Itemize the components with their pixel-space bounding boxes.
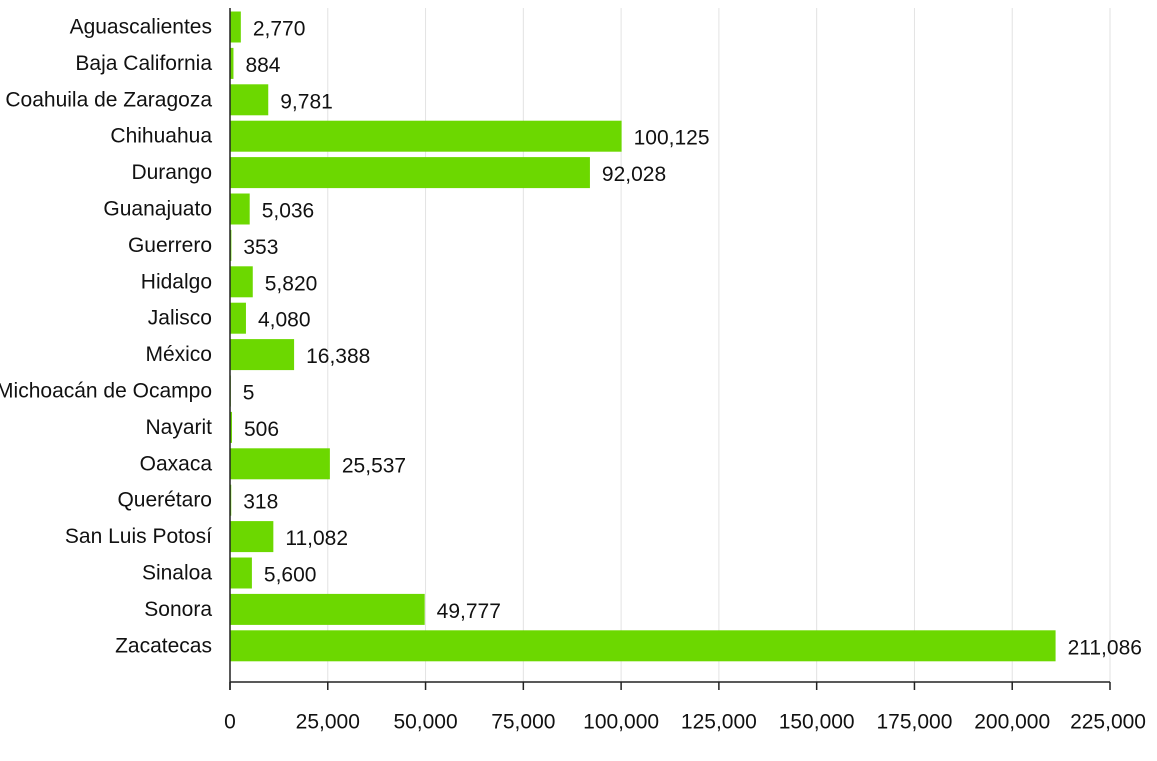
value-label: 211,086	[1068, 636, 1142, 659]
value-label: 100,125	[634, 127, 710, 150]
x-tick-label: 175,000	[876, 711, 952, 734]
value-label: 353	[243, 236, 278, 259]
value-label: 11,082	[285, 527, 348, 550]
value-label: 318	[243, 491, 278, 514]
category-labels: Aguascalientes Baja California Coahuila de…	[0, 16, 212, 658]
category-label: Oaxaca	[140, 452, 213, 475]
value-label: 16,388	[306, 345, 370, 368]
x-tick-label: 0	[224, 711, 236, 734]
bar	[230, 193, 250, 225]
x-tick-label: 125,000	[681, 711, 757, 734]
bar	[230, 448, 330, 480]
bar	[230, 11, 241, 43]
bar	[230, 157, 590, 189]
bar	[230, 557, 252, 589]
bar	[230, 266, 253, 298]
value-label: 92,028	[602, 163, 666, 186]
bar	[230, 593, 425, 625]
value-label: 2,770	[253, 18, 306, 41]
x-tick-label: 50,000	[393, 711, 457, 734]
value-label: 4,080	[258, 309, 311, 332]
category-label: México	[145, 343, 212, 366]
category-label: Sinaloa	[142, 562, 212, 585]
bar	[230, 84, 269, 116]
category-label: Baja California	[75, 52, 212, 75]
category-label: Nayarit	[145, 416, 212, 439]
value-label: 5,820	[265, 272, 318, 295]
bar	[230, 630, 1056, 662]
category-label: Jalisco	[148, 307, 212, 330]
bar	[230, 411, 232, 443]
category-label: Coahuila de Zaragoza	[5, 88, 212, 111]
category-label: Querétaro	[117, 489, 212, 512]
x-tick-label: 100,000	[583, 711, 659, 734]
category-label: Durango	[131, 161, 212, 184]
value-label: 5,036	[262, 200, 315, 223]
bar	[230, 47, 234, 79]
category-label: Hidalgo	[141, 270, 212, 293]
category-label: Zacatecas	[115, 634, 212, 657]
category-label: Guerrero	[128, 234, 212, 257]
x-tick-label: 200,000	[974, 711, 1050, 734]
value-label: 9,781	[280, 90, 333, 113]
x-axis: 0 25,000 50,000 75,000 100,000 125,000 150,000…	[224, 8, 1146, 734]
value-label: 506	[244, 418, 279, 441]
x-tick-label: 75,000	[491, 711, 555, 734]
bars	[230, 11, 1056, 662]
value-label: 5,600	[264, 564, 317, 587]
category-label: Michoacán de Ocampo	[0, 380, 212, 403]
category-label: Aguascalientes	[70, 16, 212, 39]
bar	[230, 521, 274, 553]
category-label: Chihuahua	[110, 125, 212, 148]
value-label: 5	[243, 382, 255, 405]
bar	[230, 120, 622, 152]
category-label: Sonora	[144, 598, 212, 621]
x-tick-label: 225,000	[1070, 711, 1146, 734]
bar	[230, 339, 295, 371]
bar	[230, 302, 246, 334]
gridlines	[327, 8, 1111, 682]
x-tick-label: 25,000	[296, 711, 360, 734]
value-label: 49,777	[437, 600, 501, 623]
x-tick-label: 150,000	[779, 711, 855, 734]
value-label: 884	[245, 54, 280, 77]
category-label: San Luis Potosí	[65, 525, 212, 548]
category-label: Guanajuato	[103, 198, 212, 221]
value-label: 25,537	[342, 454, 406, 477]
